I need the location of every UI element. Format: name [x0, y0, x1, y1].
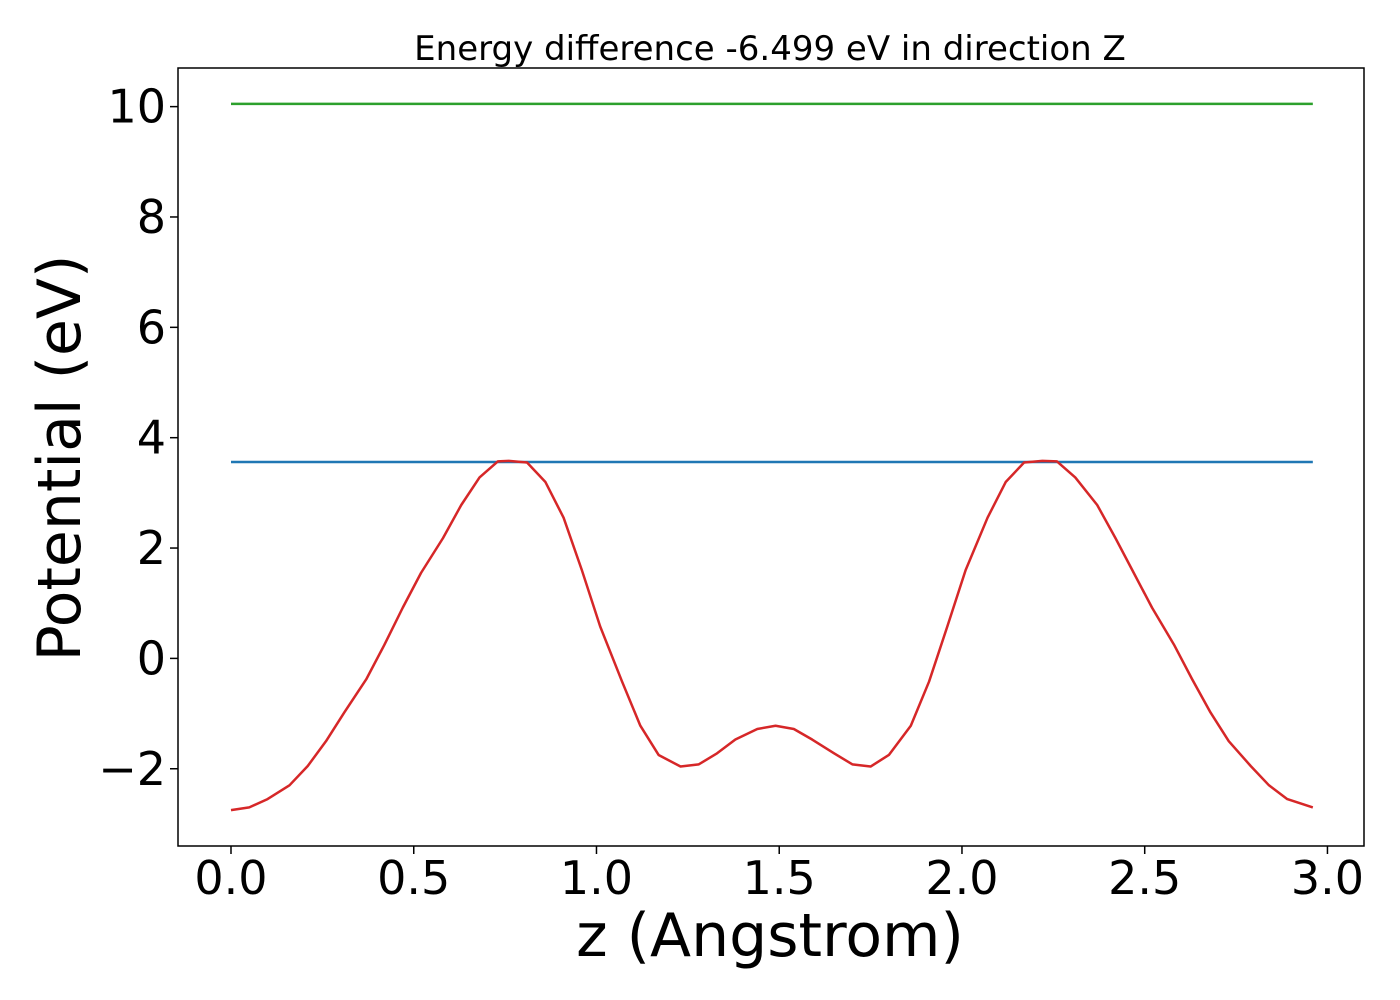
series-line-2 [230, 459, 1314, 812]
x-tick-label: 2.0 [925, 851, 998, 905]
y-tick-label: −2 [98, 742, 166, 796]
chart-title: Energy difference -6.499 eV in direction… [414, 29, 1126, 69]
x-tick-label: 3.0 [1291, 851, 1364, 905]
x-tick-label: 1.0 [560, 851, 633, 905]
x-axis-label: z (Angstrom) [576, 901, 964, 971]
plot-area-frame [177, 67, 1365, 847]
x-tick-label: 0.5 [377, 851, 450, 905]
y-tick-label: 6 [137, 300, 166, 354]
y-tick-label: 8 [137, 190, 166, 244]
x-tick-label: 1.5 [743, 851, 816, 905]
y-axis-label: Potential (eV) [25, 255, 95, 662]
x-tick-label: 0.0 [194, 851, 267, 905]
x-tick-label: 2.5 [1108, 851, 1181, 905]
y-tick-label: 0 [137, 631, 166, 685]
series-layer [230, 102, 1314, 812]
y-tick-label: 10 [107, 80, 166, 134]
ticks-layer: 0.0 0.5 1.0 1.5 2.0 2.5 3.0 −2 0 2 4 6 8 10 [98, 80, 1364, 905]
y-tick-label: 2 [137, 521, 166, 575]
y-tick-label: 4 [137, 411, 166, 465]
